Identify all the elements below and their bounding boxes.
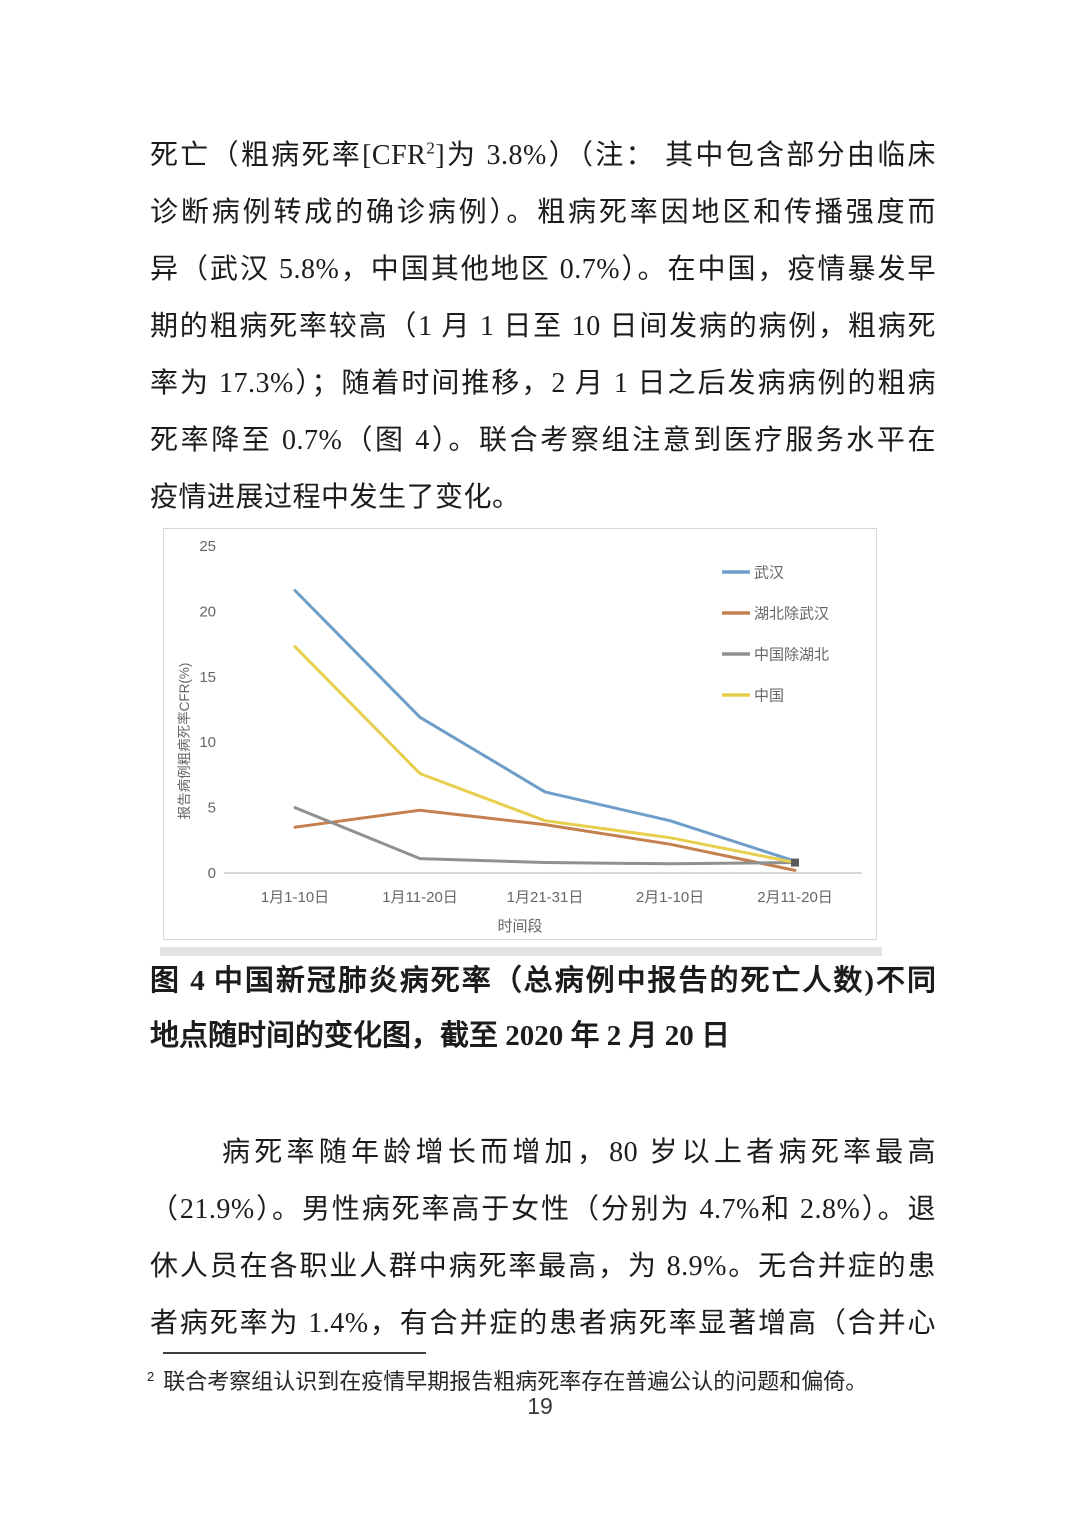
cfr-line-chart: 0 5 10 15 20 25 1月1-10日 1月11-20日 1月21-31日 2月1-10日… xyxy=(176,538,862,935)
text-line: 病死率随年龄增长而增加，80 岁以上者病死率最高 xyxy=(222,1137,936,1168)
footnote-reference: 2 xyxy=(426,138,436,158)
caption-line: 地点随时间的变化图，截至 2020 年 2 月 20 日 xyxy=(150,1020,731,1052)
page-number: 19 xyxy=(527,1393,553,1419)
svg-text:10: 10 xyxy=(199,734,216,751)
text-segment: 死亡（粗病死率[CFR xyxy=(150,140,427,171)
figure-caption: 图 4 中国新冠肺炎病死率（总病例中报告的死亡人数)不同 地点随时间的变化图，截… xyxy=(150,954,936,1064)
text-segment: ]为 3.8%）（注： 其中包含部分由临床 xyxy=(435,140,937,171)
svg-text:15: 15 xyxy=(199,669,216,686)
svg-text:25: 25 xyxy=(199,538,216,555)
footnote-text: 联合考察组认识到在疫情早期报告粗病死率存在普遍公认的问题和偏倚。 xyxy=(163,1369,868,1394)
svg-text:湖北除武汉: 湖北除武汉 xyxy=(754,606,829,623)
text-line: 疫情进展过程中发生了变化。 xyxy=(150,482,521,513)
svg-text:20: 20 xyxy=(199,603,216,620)
svg-text:5: 5 xyxy=(208,800,216,817)
svg-text:武汉: 武汉 xyxy=(754,565,784,582)
svg-text:中国除湖北: 中国除湖北 xyxy=(754,647,829,664)
svg-text:2月1-10日: 2月1-10日 xyxy=(636,889,704,906)
caption-line: 图 4 中国新冠肺炎病死率（总病例中报告的死亡人数)不同 xyxy=(150,965,936,997)
text-line: 休人员在各职业人群中病死率最高，为 8.9%。无合并症的患 xyxy=(150,1251,936,1282)
svg-text:报告病例粗病死率CFR(%): 报告病例粗病死率CFR(%) xyxy=(176,663,192,820)
footnote-separator-rule xyxy=(163,1352,426,1354)
text-line: 期的粗病死率较高（1 月 1 日至 10 日间发病的病例，粗病死 xyxy=(150,311,936,342)
svg-text:时间段: 时间段 xyxy=(497,918,542,935)
svg-text:1月11-20日: 1月11-20日 xyxy=(382,889,458,906)
text-line: 死亡（粗病死率[CFR2]为 3.8%）（注： 其中包含部分由临床 xyxy=(150,127,936,184)
svg-text:2月11-20日: 2月11-20日 xyxy=(757,889,833,906)
text-line: 者病死率为 1.4%，有合并症的患者病死率显著增高（合并心 xyxy=(150,1308,936,1339)
svg-text:中国: 中国 xyxy=(754,688,784,705)
figure-4-chart: 0 5 10 15 20 25 1月1-10日 1月11-20日 1月21-31日 2月1-10日… xyxy=(163,528,877,940)
footnote-2: 2 联合考察组认识到在疫情早期报告粗病死率存在普遍公认的问题和偏倚。 xyxy=(147,1364,907,1396)
svg-text:1月1-10日: 1月1-10日 xyxy=(261,889,329,906)
text-line: 率为 17.3%）；随着时间推移，2 月 1 日之后发病病例的粗病 xyxy=(150,368,936,399)
text-line: 异（武汉 5.8%，中国其他地区 0.7%）。在中国，疫情暴发早 xyxy=(150,254,936,285)
text-line: 诊断病例转成的确诊病例）。粗病死率因地区和传播强度而 xyxy=(150,197,936,228)
text-line: 死率降至 0.7%（图 4）。联合考察组注意到医疗服务水平在 xyxy=(150,425,936,456)
svg-text:0: 0 xyxy=(208,865,216,882)
footnote-marker: 2 xyxy=(147,1368,155,1384)
text-line: （21.9%）。男性病死率高于女性（分别为 4.7%和 2.8%）。退 xyxy=(150,1194,936,1225)
paragraph-cfr-overview: 死亡（粗病死率[CFR2]为 3.8%）（注： 其中包含部分由临床 诊断病例转成… xyxy=(150,127,936,526)
figure-image-bottom-edge xyxy=(160,947,882,956)
svg-text:1月21-31日: 1月21-31日 xyxy=(507,889,584,906)
paragraph-cfr-by-group: 病死率随年龄增长而增加，80 岁以上者病死率最高 （21.9%）。男性病死率高于… xyxy=(150,1124,936,1352)
